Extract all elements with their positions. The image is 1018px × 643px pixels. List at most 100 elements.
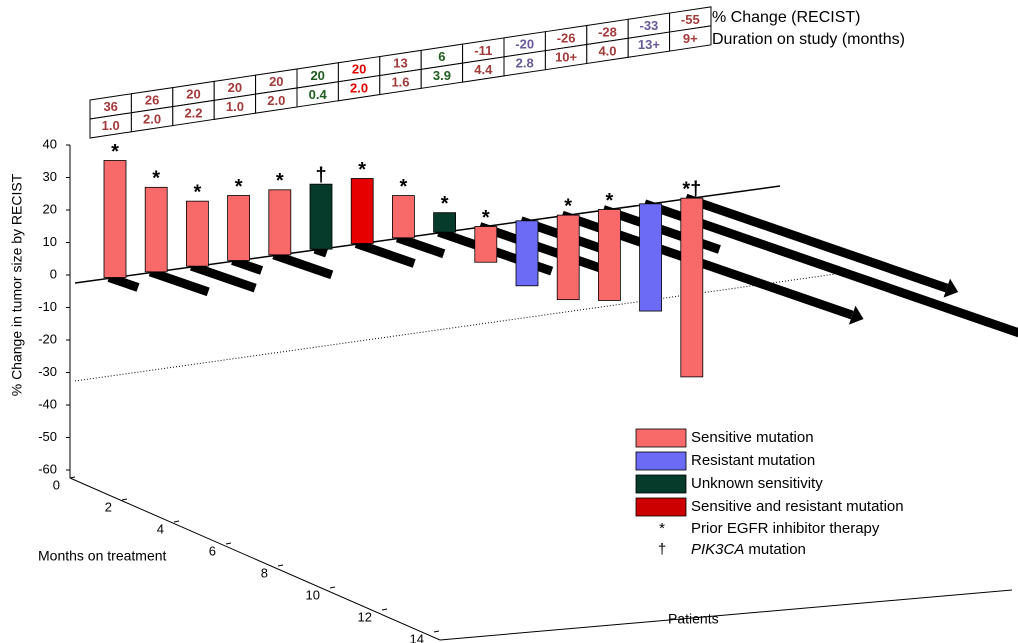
legend-swatch (635, 474, 687, 494)
y-axis-label: % Change in tumor size by RECIST (9, 173, 25, 396)
y-tick-label: 40 (43, 136, 57, 151)
duration-arrow (354, 239, 416, 268)
bar (515, 220, 539, 287)
duration-label: 4.0 (598, 43, 616, 58)
bar (474, 226, 498, 263)
legend-swatch (635, 451, 687, 471)
value-label: 6 (438, 49, 445, 64)
arrow-head (848, 305, 864, 325)
x-tick-label: 14 (410, 631, 424, 643)
bar-marker: * (276, 170, 284, 192)
value-label: 20 (228, 80, 242, 95)
x-tick (381, 608, 388, 611)
z-axis-label: Patients (668, 611, 719, 627)
legend-swatch (635, 428, 687, 448)
value-label: 13 (393, 55, 407, 70)
table-header: Duration on study (months) (712, 31, 905, 48)
bar-marker: *† (682, 178, 701, 200)
duration-label: 1.0 (226, 99, 244, 114)
legend-label: Unknown sensitivity (691, 475, 823, 492)
duration-arrow (395, 233, 446, 259)
value-label: 20 (310, 68, 324, 83)
duration-arrow (231, 256, 264, 275)
legend-label-text: Prior EGFR inhibitor therapy (691, 520, 880, 537)
x-tick (69, 476, 76, 479)
legend-swatch (635, 497, 687, 517)
duration-arrow (272, 250, 334, 280)
legend-symbol: * (659, 520, 665, 537)
value-label: -28 (598, 24, 617, 39)
duration-arrow (478, 222, 609, 275)
y-tick-label: 10 (43, 234, 57, 249)
y-tick-label: -40 (38, 396, 57, 411)
duration-arrow (643, 199, 1018, 338)
bar-marker: † (315, 164, 326, 186)
x-tick (433, 630, 440, 633)
bar (309, 183, 333, 250)
bar-marker: * (482, 207, 490, 229)
bar (556, 214, 580, 301)
y-tick-label: 0 (50, 266, 57, 281)
duration-label: 2.0 (143, 112, 161, 127)
bar (350, 178, 374, 244)
y-tick-label: -60 (38, 461, 57, 476)
y-tick-label: -10 (38, 299, 57, 314)
table-cell (669, 25, 712, 52)
bar-marker: * (400, 176, 408, 198)
bar-marker: * (152, 168, 160, 190)
duration-label: 0.4 (309, 87, 328, 102)
legend-label: Sensitive mutation (691, 429, 814, 446)
duration-label: 2.8 (516, 56, 534, 71)
bar (598, 209, 621, 301)
bar-marker: * (606, 190, 614, 212)
duration-arrow (313, 244, 329, 258)
value-label: 36 (103, 99, 117, 114)
duration-label: 9+ (683, 31, 698, 46)
duration-label: 2.2 (184, 105, 202, 120)
legend-label: Prior EGFR inhibitor therapy (691, 520, 880, 537)
bar (639, 203, 662, 312)
bar (391, 195, 415, 239)
arrow-head (943, 278, 959, 298)
bar (268, 189, 292, 256)
y-tick-label: 20 (43, 201, 57, 216)
duration-label: 4.4 (474, 62, 493, 77)
duration-arrow (148, 267, 210, 297)
x-tick (173, 520, 180, 523)
bar (227, 195, 251, 261)
value-label: -33 (640, 18, 659, 33)
y-tick-label: -50 (38, 429, 57, 444)
bar (103, 160, 127, 278)
bar-marker: * (441, 193, 449, 215)
y-tick-label: -30 (38, 364, 57, 379)
value-label: -55 (681, 12, 700, 27)
duration-arrow (684, 193, 949, 293)
legend-label: Sensitive and resistant mutation (691, 498, 904, 515)
x-tick (121, 498, 128, 501)
bar-marker: * (564, 195, 572, 217)
x-axis (69, 477, 441, 641)
table-header: % Change (RECIST) (712, 9, 861, 26)
legend-label: PIK3CA mutation (691, 541, 806, 558)
duration-label: 3.9 (433, 68, 451, 83)
duration-label: 2.0 (350, 81, 368, 96)
value-label: 20 (352, 62, 366, 77)
x-tick-label: 12 (358, 609, 372, 624)
duration-label: 10+ (555, 50, 577, 65)
value-label: 20 (269, 74, 283, 89)
value-label: -20 (515, 37, 534, 52)
x-tick (329, 586, 336, 589)
bar-marker: * (194, 181, 202, 203)
value-label: 20 (186, 86, 200, 101)
bar-marker: * (111, 141, 119, 163)
legend-label-text: mutation (748, 541, 806, 558)
x-tick-label: 2 (105, 499, 112, 514)
value-label: -11 (474, 43, 492, 58)
bar (433, 212, 457, 233)
duration-arrow (189, 261, 257, 293)
value-label: -26 (557, 31, 576, 46)
y-tick-label: 30 (43, 169, 57, 184)
bar (144, 186, 168, 273)
bar-marker: * (235, 176, 243, 198)
